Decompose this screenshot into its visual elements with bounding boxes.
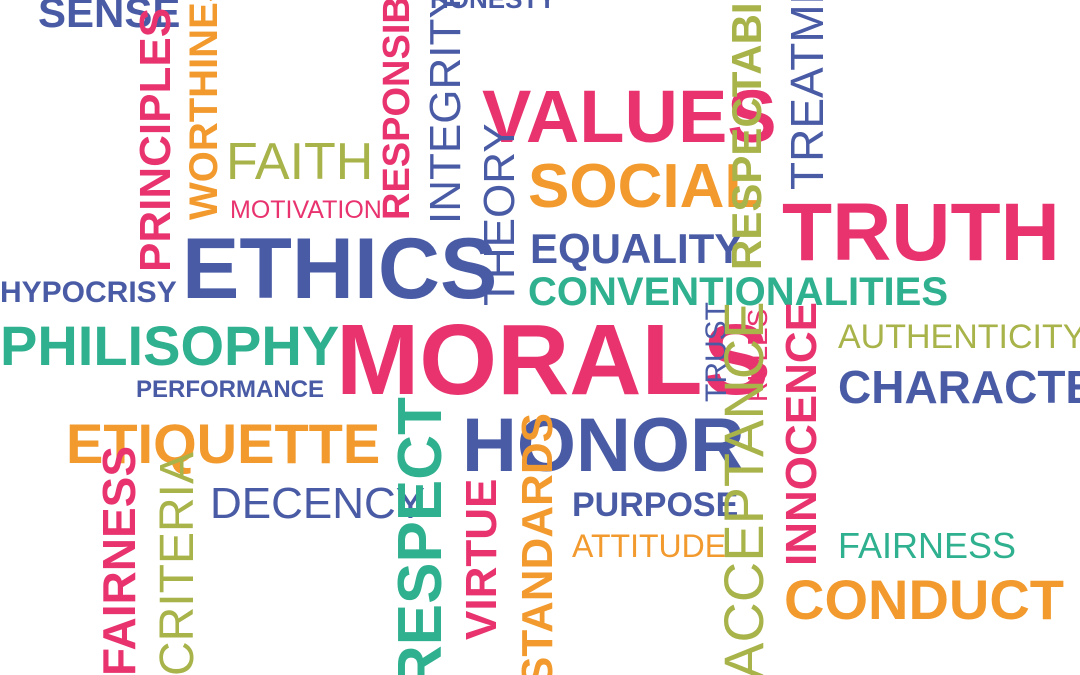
word-theory: THEORY	[475, 123, 524, 306]
word-sense: SENSE	[38, 0, 181, 36]
word-fairness-horizontal: FAIRNESS	[838, 525, 1017, 566]
word-equality: EQUALITY	[530, 225, 743, 272]
word-respectability: RESPECTABILITY	[723, 0, 770, 270]
word-principles: PRINCIPLES	[131, 7, 180, 272]
word-character: CHARACTER	[838, 361, 1080, 413]
word-etiquette: ETIQUETTE	[66, 412, 381, 475]
word-hypocrisy: HYPOCRISY	[0, 276, 177, 309]
word-standards: STANDARDS	[513, 413, 562, 675]
word-social: SOCIAL	[528, 152, 763, 221]
word-innocence: INNOCENCE	[777, 301, 826, 566]
word-morals: MORALS	[336, 304, 770, 416]
word-acceptance: ACCEPTANCE	[712, 301, 775, 675]
word-honesty: HONESTY	[430, 0, 556, 12]
word-attitude: ATTITUDE	[572, 528, 727, 564]
word-conduct: CONDUCT	[784, 568, 1064, 631]
word-integrity: INTEGRITY	[421, 0, 470, 224]
word-responsibility: RESPONSIBILITY	[376, 0, 418, 220]
word-philisophy: PHILISOPHY	[0, 314, 340, 377]
word-worthiness: WORTHINESS	[182, 0, 226, 220]
word-performance: PERFORMANCE	[136, 376, 325, 403]
word-respect: RESPECT	[386, 397, 455, 675]
word-fairness-vertical: FAIRNESS	[93, 445, 145, 675]
word-motivation: MOTIVATION	[230, 196, 382, 224]
word-decency: DECENCY	[210, 479, 426, 528]
word-criteria: CRITERIA	[151, 451, 204, 675]
word-values: VALUES	[482, 75, 777, 158]
word-honor: HONOR	[462, 403, 745, 488]
word-treatment: TREATMENT	[781, 0, 833, 190]
word-truth: TRUTH	[782, 187, 1060, 278]
word-authenticity: AUTHENTICITY	[838, 318, 1080, 356]
word-conventionalities: CONVENTIONALITIES	[528, 270, 949, 314]
word-faith: FAITH	[226, 133, 374, 191]
word-ethics: ETHICS	[182, 221, 498, 317]
word-virtue: VIRTUE	[457, 478, 506, 640]
word-purpose: PURPOSE	[572, 486, 739, 524]
